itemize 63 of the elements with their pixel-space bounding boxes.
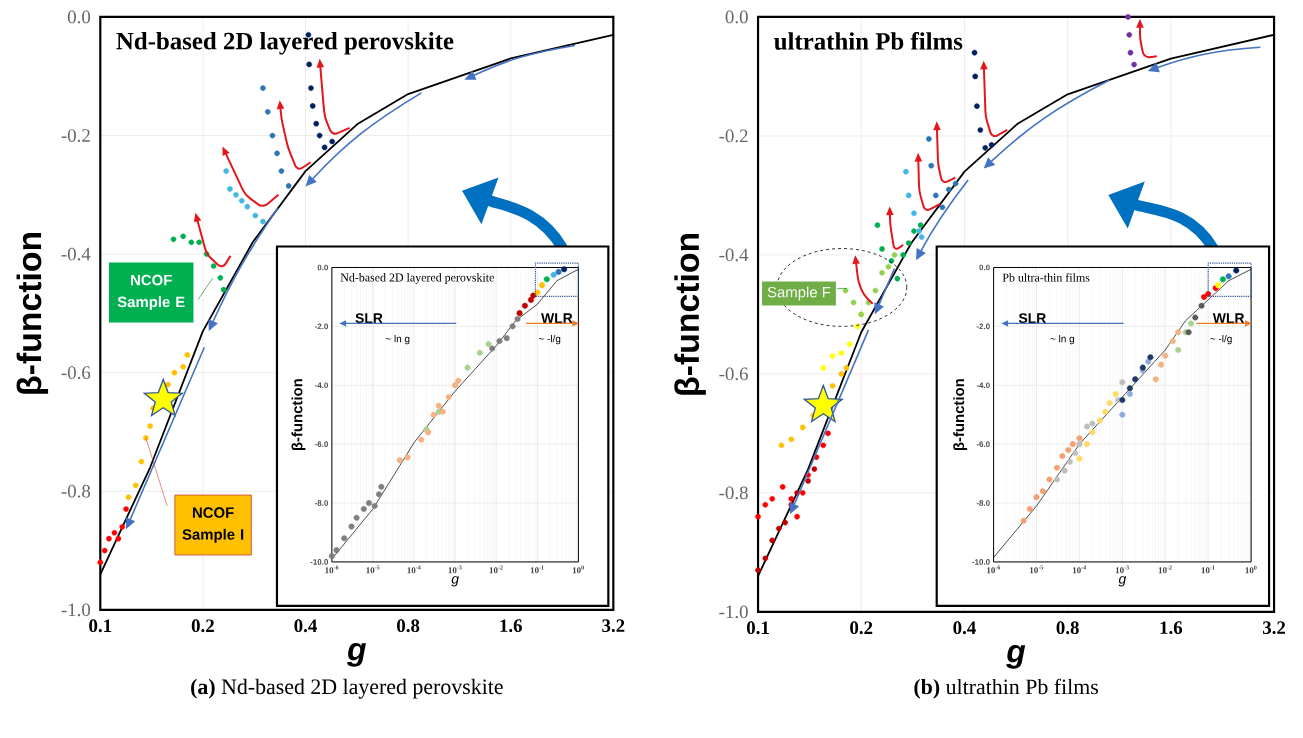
x-axis-title: g [451, 576, 459, 587]
x-tick-label: 0.2 [850, 621, 873, 635]
x-tick-label: 10$^{-5}$ [366, 565, 380, 574]
x-tick-label: 10$^{-4}$ [407, 565, 421, 574]
x-tick-label: 0.4 [953, 621, 976, 635]
chart-title: Pb ultra-thin films [1002, 273, 1090, 282]
x-tick-label: 1.6 [1160, 621, 1183, 635]
annotation: WLR [1212, 313, 1245, 324]
x-tick-label: 3.2 [1262, 621, 1286, 635]
y-tick-label: -0.4 [61, 247, 91, 261]
y-tick-label: -0.8 [61, 485, 91, 498]
text: (a) Nd-based 2D layered perovskite [191, 678, 503, 699]
x-tick-label: 0.1 [746, 621, 769, 635]
chart-title: Nd-based 2D layered perovskite [340, 273, 494, 285]
x-axis-title: g [1118, 576, 1127, 587]
x-tick-label: 10$^{-2}$ [489, 565, 503, 574]
x-tick-label: 10$^{-3}$ [1115, 565, 1129, 574]
annotation: SLR [1018, 313, 1046, 324]
x-tick-label: 10$^{-4}$ [1072, 565, 1087, 574]
x-tick-label: 0.4 [294, 619, 317, 633]
y-tick-label: -0.4 [719, 248, 749, 262]
y-tick-label: 0.0 [67, 10, 91, 24]
x-tick-label: 10$^{-1}$ [530, 565, 544, 574]
annotation: ~ -l/g [1210, 335, 1232, 345]
annotation: NCOF Sample I [182, 507, 244, 543]
x-tick-label: 10$^{-3}$ [448, 565, 462, 574]
y-tick-label: -1.0 [719, 605, 748, 619]
annotation: ~ -l/g [538, 335, 561, 345]
x-tick-label: 10$^{-6}$ [325, 565, 339, 574]
x-axis-title: g [1006, 645, 1026, 669]
chart-title: ultrathin Pb films [774, 32, 963, 51]
x-tick-label: 0.1 [89, 619, 112, 633]
y-tick-label: -1.0 [61, 603, 91, 617]
x-tick-label: 0.8 [1056, 621, 1079, 635]
x-tick-label: 3.2 [602, 619, 625, 633]
x-tick-label: 10$^{-2}$ [1158, 565, 1172, 574]
y-axis-title: β-function [16, 233, 49, 394]
x-tick-label: 10$^{0}$ [572, 565, 584, 574]
annotation: Sample F [767, 286, 831, 301]
x-tick-label: 10$^{0}$ [1245, 565, 1257, 574]
y-axis-title: β-function [953, 379, 968, 451]
annotation: NCOF Sample E [117, 274, 185, 311]
x-axis-title: g [346, 643, 366, 667]
x-tick-label: 10$^{-6}$ [987, 565, 1001, 574]
x-tick-label: 1.6 [500, 619, 522, 633]
y-axis-title: β-function [291, 379, 306, 451]
annotation: WLR [541, 313, 573, 324]
text: (b) ultrathin Pb films [914, 678, 1098, 699]
text: Nd-based 2D layered perovskite [116, 32, 454, 55]
y-axis-title: β-function [674, 234, 706, 395]
y-tick-label: -0.6 [719, 367, 748, 381]
y-tick-label: -0.2 [61, 129, 90, 143]
annotation: ~ ln g [385, 335, 410, 345]
y-tick-label: -0.8 [719, 486, 748, 500]
x-tick-label: 10$^{-5}$ [1030, 565, 1043, 574]
y-tick-label: -0.6 [61, 366, 91, 380]
x-tick-label: 0.8 [397, 619, 420, 633]
x-tick-label: 10$^{-1}$ [1201, 565, 1215, 574]
annotation: SLR [355, 313, 383, 324]
y-tick-label: 0.0 [725, 10, 748, 24]
y-tick-label: -0.2 [719, 129, 748, 143]
annotation: ~ ln g [1050, 335, 1075, 345]
x-tick-label: 0.2 [191, 619, 214, 633]
